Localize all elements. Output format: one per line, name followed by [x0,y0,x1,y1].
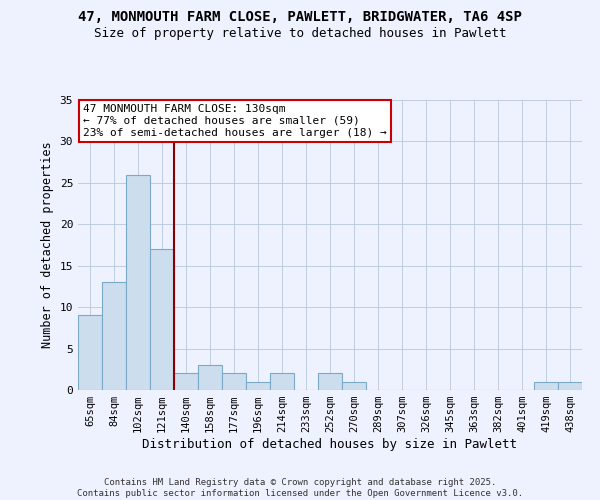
X-axis label: Distribution of detached houses by size in Pawlett: Distribution of detached houses by size … [143,438,517,451]
Text: 47, MONMOUTH FARM CLOSE, PAWLETT, BRIDGWATER, TA6 4SP: 47, MONMOUTH FARM CLOSE, PAWLETT, BRIDGW… [78,10,522,24]
Bar [78,316,102,390]
Y-axis label: Number of detached properties: Number of detached properties [41,142,54,348]
Bar [534,382,558,390]
Bar [174,374,198,390]
Bar [270,374,294,390]
Bar [198,365,222,390]
Text: 47 MONMOUTH FARM CLOSE: 130sqm
← 77% of detached houses are smaller (59)
23% of : 47 MONMOUTH FARM CLOSE: 130sqm ← 77% of … [83,104,387,138]
Bar [222,374,246,390]
Bar [246,382,270,390]
Bar [342,382,366,390]
Bar [126,174,150,390]
Bar [558,382,582,390]
Bar [318,374,342,390]
Bar [150,249,174,390]
Bar [102,282,126,390]
Text: Contains HM Land Registry data © Crown copyright and database right 2025.
Contai: Contains HM Land Registry data © Crown c… [77,478,523,498]
Text: Size of property relative to detached houses in Pawlett: Size of property relative to detached ho… [94,28,506,40]
